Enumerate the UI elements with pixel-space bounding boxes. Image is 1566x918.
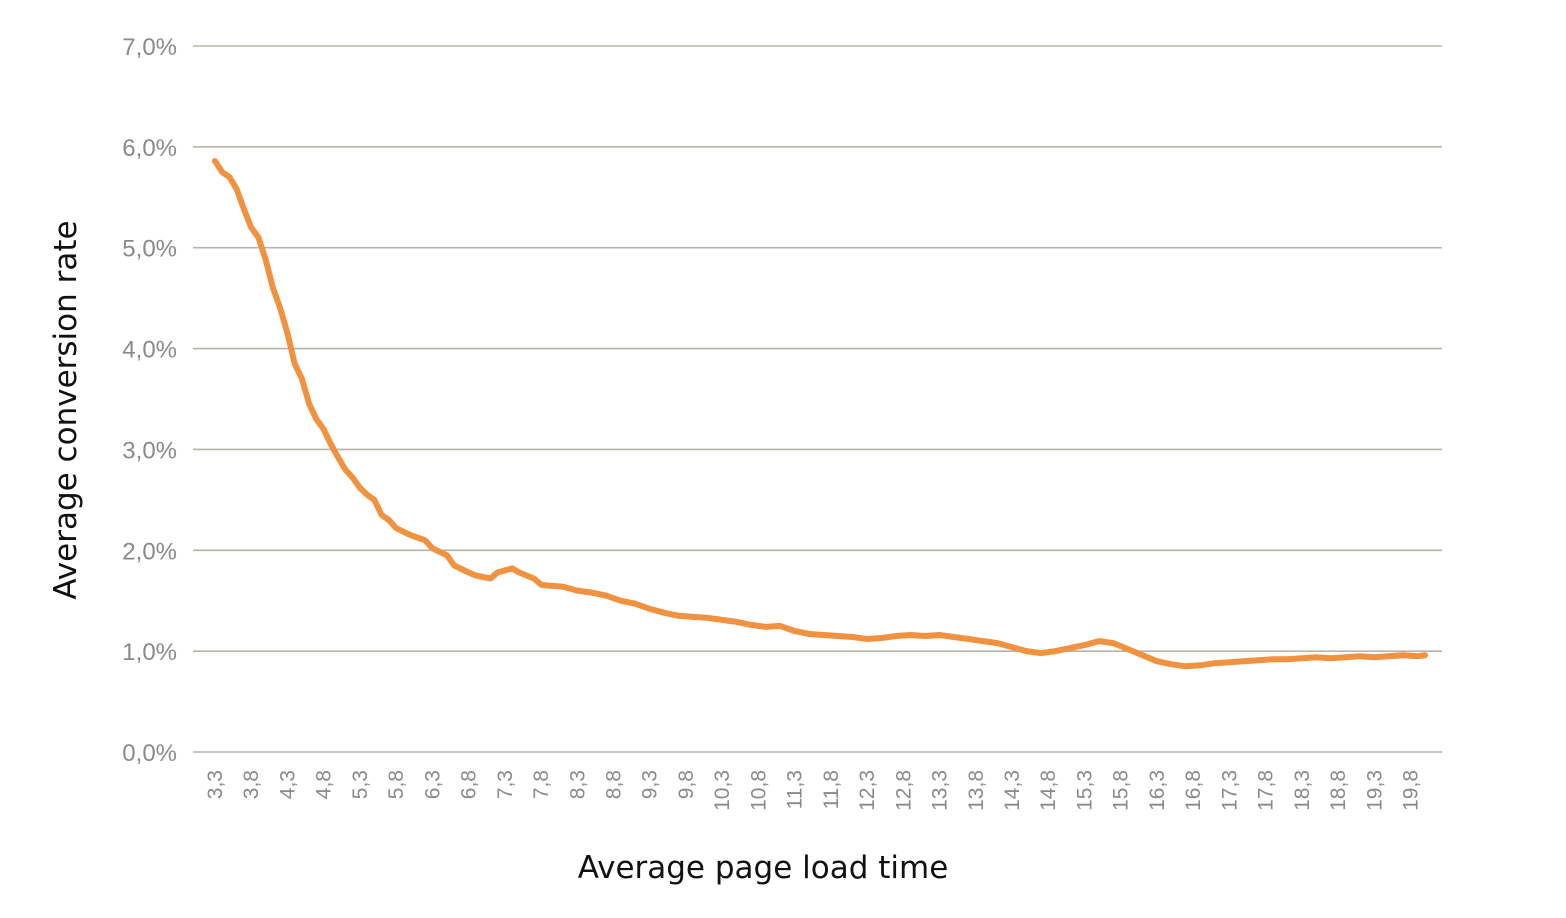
x-tick-label: 16,8 <box>1182 770 1205 811</box>
y-axis-tick-labels: 0,0% 1,0% 2,0% 3,0% 4,0% 5,0% 6,0% 7,0% <box>122 34 177 767</box>
y-tick-label: 6,0% <box>122 135 177 162</box>
x-tick-label: 15,8 <box>1110 770 1133 811</box>
y-tick-label: 4,0% <box>122 337 177 364</box>
x-tick-label: 8,8 <box>603 770 626 799</box>
y-tick-label: 2,0% <box>122 538 177 565</box>
x-tick-label: 13,3 <box>929 770 952 811</box>
x-tick-label: 11,8 <box>820 770 843 809</box>
y-tick-label: 0,0% <box>122 740 177 767</box>
x-tick-label: 10,3 <box>711 770 734 811</box>
x-tick-label: 19,8 <box>1400 770 1423 811</box>
x-tick-label: 8,3 <box>566 770 589 799</box>
x-tick-label: 13,8 <box>965 770 988 811</box>
y-axis-title: Average conversion rate <box>48 220 84 599</box>
x-tick-label: 4,8 <box>313 770 336 799</box>
x-tick-label: 6,8 <box>458 770 481 799</box>
y-tick-label: 1,0% <box>122 639 177 666</box>
x-tick-label: 19,3 <box>1363 770 1386 811</box>
x-tick-label: 12,8 <box>892 770 915 811</box>
x-axis-tick-labels: 3,3 3,8 4,3 4,8 5,3 5,8 6,3 6,8 7,3 7,8 8,3 8,8 9,3 9… <box>204 770 1423 811</box>
conversion-rate-line <box>212 158 1428 670</box>
x-tick-label: 14,3 <box>1001 770 1024 811</box>
x-tick-label: 4,3 <box>276 770 299 799</box>
x-tick-label: 15,3 <box>1073 770 1096 811</box>
x-tick-label: 18,3 <box>1291 770 1314 811</box>
x-tick-label: 11,3 <box>784 770 807 809</box>
x-tick-label: 6,3 <box>421 770 444 799</box>
x-tick-label: 10,8 <box>747 770 770 811</box>
x-tick-label: 12,3 <box>856 770 879 811</box>
x-tick-label: 17,8 <box>1255 770 1278 811</box>
y-tick-label: 3,0% <box>122 437 177 464</box>
x-tick-label: 14,8 <box>1037 770 1060 811</box>
x-axis-title: Average page load time <box>578 850 949 886</box>
y-tick-label: 7,0% <box>122 34 177 61</box>
x-tick-label: 7,3 <box>494 770 517 799</box>
x-tick-label: 18,8 <box>1327 770 1350 811</box>
x-tick-label: 3,3 <box>204 770 227 799</box>
gridlines <box>193 45 1442 753</box>
x-tick-label: 9,8 <box>675 770 698 799</box>
x-tick-label: 5,8 <box>385 770 408 799</box>
x-tick-label: 17,3 <box>1218 770 1241 811</box>
x-tick-label: 16,3 <box>1146 770 1169 811</box>
x-tick-label: 9,3 <box>639 770 662 799</box>
x-tick-label: 7,8 <box>530 770 553 799</box>
x-tick-label: 5,3 <box>349 770 372 799</box>
x-tick-label: 3,8 <box>240 770 263 799</box>
y-tick-label: 5,0% <box>122 236 177 263</box>
